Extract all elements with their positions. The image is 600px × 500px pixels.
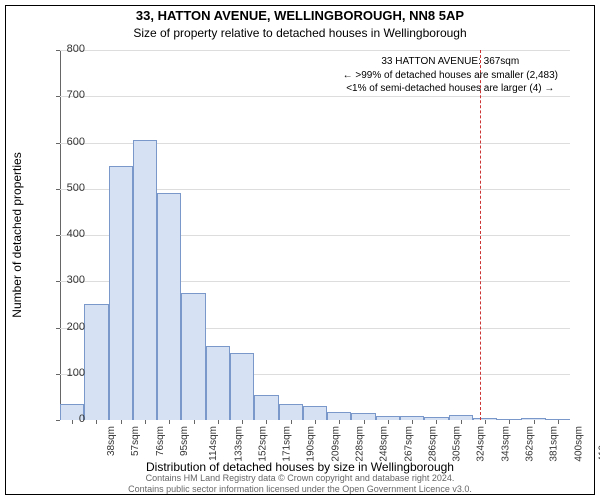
x-tick-mark (461, 420, 462, 424)
y-tick-label: 500 (55, 182, 85, 194)
x-tick-mark (509, 420, 510, 424)
x-tick-label: 95sqm (179, 426, 190, 456)
marker-annotation: 33 HATTON AVENUE: 367sqm← >99% of detach… (343, 55, 558, 96)
x-tick-label: 171sqm (282, 426, 293, 462)
histogram-bar (327, 412, 351, 420)
annotation-line: 33 HATTON AVENUE: 367sqm (343, 55, 558, 69)
histogram-bar (254, 395, 278, 420)
x-tick-mark (364, 420, 365, 424)
x-tick-mark (436, 420, 437, 424)
x-tick-mark (412, 420, 413, 424)
y-tick-label: 100 (55, 367, 85, 379)
caption: Contains HM Land Registry data © Crown c… (0, 473, 600, 496)
x-tick-mark (194, 420, 195, 424)
histogram-bar (206, 346, 230, 420)
title-line-2: Size of property relative to detached ho… (0, 26, 600, 40)
x-tick-label: 381sqm (549, 426, 560, 462)
histogram-bar (351, 413, 375, 420)
x-tick-label: 248sqm (379, 426, 390, 462)
x-tick-mark (96, 420, 97, 424)
x-tick-mark (121, 420, 122, 424)
y-tick-label: 300 (55, 274, 85, 286)
histogram-bar (133, 140, 157, 420)
histogram-bar (230, 353, 254, 420)
y-tick-label: 700 (55, 89, 85, 101)
x-tick-mark (291, 420, 292, 424)
x-tick-mark (266, 420, 267, 424)
histogram-bar (157, 193, 181, 420)
y-tick-label: 600 (55, 136, 85, 148)
x-tick-label: 400sqm (573, 426, 584, 462)
x-tick-label: 324sqm (476, 426, 487, 462)
property-marker-line (480, 50, 481, 420)
y-tick-label: 400 (55, 228, 85, 240)
y-tick-label: 0 (55, 413, 85, 425)
x-tick-mark (485, 420, 486, 424)
annotation-line: <1% of semi-detached houses are larger (… (343, 82, 558, 96)
x-tick-mark (558, 420, 559, 424)
title-line-1: 33, HATTON AVENUE, WELLINGBOROUGH, NN8 5… (0, 8, 600, 23)
gridline (60, 50, 570, 51)
x-tick-label: 133sqm (233, 426, 244, 462)
x-tick-label: 57sqm (130, 426, 141, 456)
x-tick-mark (145, 420, 146, 424)
plot-area (60, 50, 570, 420)
x-tick-label: 190sqm (306, 426, 317, 462)
x-tick-mark (534, 420, 535, 424)
y-tick-label: 200 (55, 321, 85, 333)
x-tick-label: 114sqm (208, 426, 219, 461)
histogram-bar (303, 406, 327, 420)
caption-line-2: Contains public sector information licen… (0, 484, 600, 496)
y-tick-label: 800 (55, 43, 85, 55)
x-tick-label: 362sqm (525, 426, 536, 462)
histogram-bar (279, 404, 303, 420)
histogram-bar (109, 166, 133, 420)
x-tick-mark (169, 420, 170, 424)
gridline (60, 96, 570, 97)
x-tick-label: 228sqm (355, 426, 366, 462)
annotation-line: ← >99% of detached houses are smaller (2… (343, 69, 558, 83)
x-tick-label: 286sqm (427, 426, 438, 462)
x-tick-mark (315, 420, 316, 424)
caption-line-1: Contains HM Land Registry data © Crown c… (0, 473, 600, 485)
x-tick-label: 76sqm (155, 426, 166, 456)
x-tick-mark (242, 420, 243, 424)
x-tick-mark (339, 420, 340, 424)
x-tick-mark (218, 420, 219, 424)
x-tick-label: 343sqm (500, 426, 511, 462)
x-tick-mark (388, 420, 389, 424)
x-tick-label: 209sqm (330, 426, 341, 462)
x-tick-label: 267sqm (403, 426, 414, 462)
x-tick-label: 305sqm (452, 426, 463, 462)
histogram-bar (84, 304, 108, 420)
histogram-bar (181, 293, 205, 420)
x-tick-label: 38sqm (106, 426, 117, 456)
chart-area (60, 50, 570, 420)
y-axis-label: Number of detached properties (10, 152, 24, 317)
x-tick-label: 152sqm (257, 426, 268, 462)
